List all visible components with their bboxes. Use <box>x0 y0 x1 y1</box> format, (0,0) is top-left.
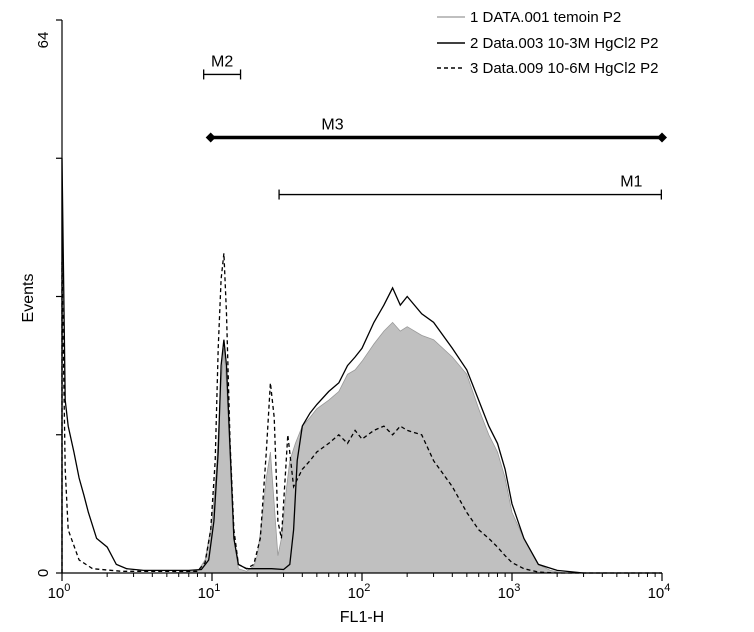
x-tick-label-3: 103 <box>498 582 521 602</box>
x-tick-label-0: 100 <box>48 582 71 602</box>
marker-m2: M2 <box>203 53 242 80</box>
marker-m3-end-0 <box>205 132 216 143</box>
series-layer <box>61 158 662 574</box>
marker-m3: M3 <box>205 117 667 143</box>
marker-m1-label: M1 <box>620 174 642 191</box>
legend-label-2: 2 Data.003 10-3M HgCl2 P2 <box>470 35 658 52</box>
x-tick-label-4: 104 <box>648 582 671 602</box>
x-tick-label-2: 102 <box>348 582 371 602</box>
y-tick-label-min: 0 <box>35 569 52 577</box>
legend-label-3: 3 Data.009 10-6M HgCl2 P2 <box>470 60 658 77</box>
series-1-area <box>62 321 662 574</box>
x-ticks: 100 101 102 103 104 <box>48 573 671 602</box>
y-tick-label-max: 64 <box>35 32 52 49</box>
x-axis-title: FL1-H <box>340 609 384 626</box>
series-2-line <box>61 158 662 574</box>
y-ticks <box>56 19 62 574</box>
legend: 1 DATA.001 temoin P2 2 Data.003 10-3M Hg… <box>437 9 658 77</box>
marker-m2-label: M2 <box>211 53 233 70</box>
x-tick-label-1: 101 <box>198 582 221 602</box>
legend-entry-2: 2 Data.003 10-3M HgCl2 P2 <box>437 35 658 52</box>
gate-markers: M2 M3 M1 <box>203 53 667 200</box>
marker-m1: M1 <box>278 174 662 200</box>
marker-m3-end-1 <box>657 132 667 143</box>
series-3-line <box>61 253 662 574</box>
legend-label-1: 1 DATA.001 temoin P2 <box>470 9 621 26</box>
y-axis-title: Events <box>20 274 37 323</box>
marker-m3-label: M3 <box>321 117 343 134</box>
legend-entry-1: 1 DATA.001 temoin P2 <box>437 9 621 26</box>
legend-entry-3: 3 Data.009 10-6M HgCl2 P2 <box>437 60 658 77</box>
